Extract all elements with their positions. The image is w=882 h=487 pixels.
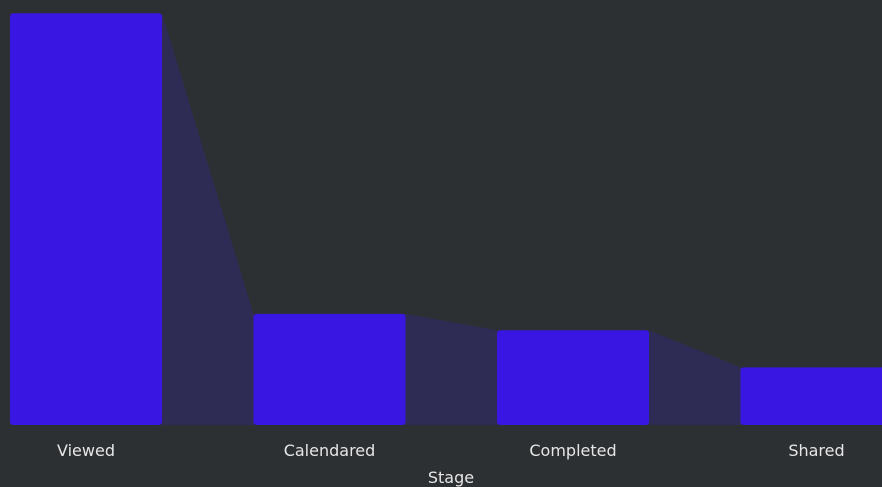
x-axis-title: Stage	[428, 468, 474, 487]
bar-layer	[10, 13, 882, 426]
connector-layer	[162, 13, 741, 426]
connector-viewed-to-calendared	[162, 13, 254, 426]
x-tick-label-completed: Completed	[529, 441, 616, 460]
x-tick-label-shared: Shared	[788, 441, 844, 460]
connector-completed-to-shared	[649, 330, 741, 425]
connector-calendared-to-completed	[405, 313, 497, 425]
bar-calendared[interactable]	[253, 313, 406, 425]
x-tick-label-calendared: Calendared	[284, 441, 376, 460]
bar-shared[interactable]	[740, 367, 882, 425]
bar-viewed[interactable]	[10, 13, 162, 426]
x-tick-labels: Viewed Calendared Completed Shared	[57, 441, 845, 460]
bar-completed[interactable]	[497, 330, 649, 425]
x-tick-label-viewed: Viewed	[57, 441, 115, 460]
